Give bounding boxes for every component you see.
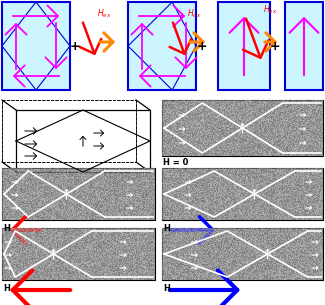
Bar <box>162 100 323 156</box>
Bar <box>162 168 323 220</box>
Text: $H_{ex}$: $H_{ex}$ <box>263 4 277 16</box>
Text: +: + <box>197 40 207 52</box>
Text: +: + <box>270 40 280 52</box>
Bar <box>2 2 70 90</box>
Text: $H_{ex}$: $H_{ex}$ <box>97 8 111 20</box>
Text: H: H <box>163 224 170 233</box>
Bar <box>218 2 270 90</box>
Text: +: + <box>70 40 80 52</box>
Text: H = 0: H = 0 <box>163 158 188 167</box>
Text: $H_{ex}$: $H_{ex}$ <box>187 8 201 20</box>
Bar <box>128 2 196 90</box>
Bar <box>285 2 323 90</box>
Bar <box>162 228 323 280</box>
Bar <box>2 228 155 280</box>
Text: H: H <box>3 284 10 293</box>
Text: H: H <box>3 224 10 233</box>
Text: H: H <box>163 284 170 293</box>
Bar <box>2 168 155 220</box>
